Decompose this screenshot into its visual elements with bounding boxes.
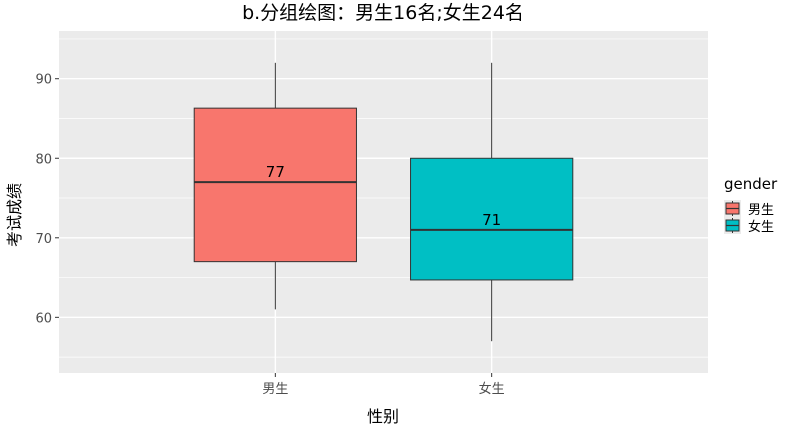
box-1: 77: [193, 62, 357, 310]
box-body: [193, 107, 357, 263]
legend-label: 女生: [748, 219, 774, 235]
legend-key: [724, 217, 741, 234]
y-tick-label: 60: [35, 311, 52, 326]
legend-label: 男生: [748, 203, 774, 218]
box-2: 71: [410, 62, 574, 342]
x-tick-label: 女生: [479, 381, 505, 397]
x-axis-title: 性别: [367, 407, 399, 426]
legend-key: [724, 200, 741, 217]
y-axis-title: 考试成绩: [5, 183, 24, 247]
median-label: 71: [482, 211, 501, 229]
plot-panel: [59, 31, 708, 373]
chart-title: b.分组绘图：男生16名;女生24名: [242, 2, 524, 24]
x-tick-label: 男生: [262, 382, 288, 397]
legend-title: gender: [724, 175, 778, 193]
y-tick-label: 80: [35, 152, 52, 167]
median-label: 77: [266, 163, 285, 181]
y-tick-label: 90: [35, 73, 52, 88]
y-tick-label: 70: [35, 232, 52, 247]
box-body: [410, 157, 574, 281]
